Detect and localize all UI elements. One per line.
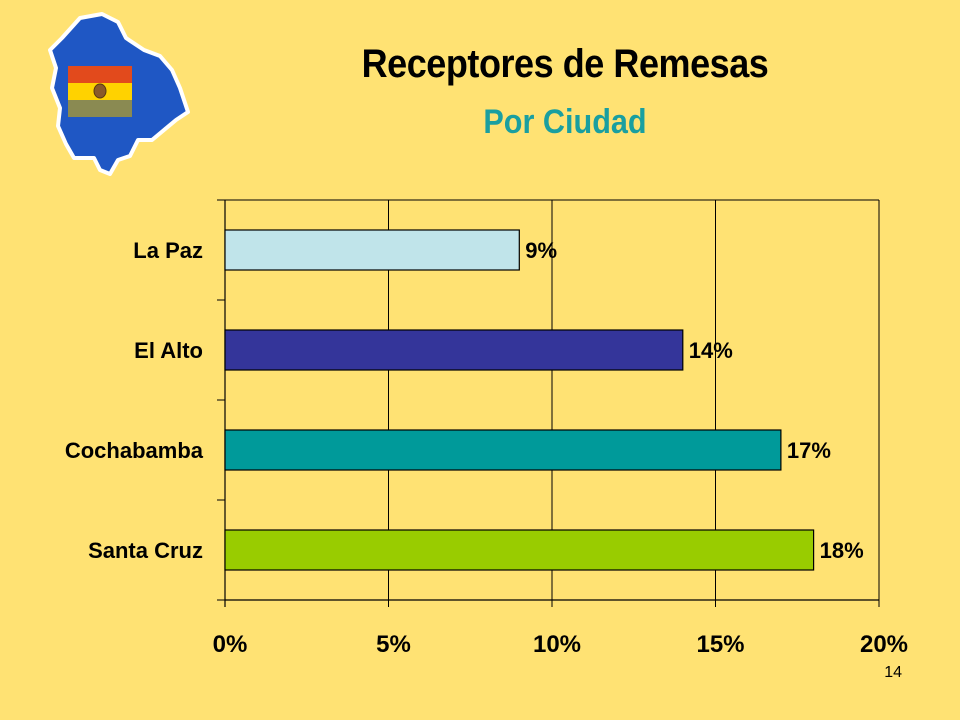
bar-cochabamba [224, 429, 782, 471]
tick-labels: 0% 5% 10% 15% 20% [213, 631, 908, 658]
slide-title: Receptores de Remesas [361, 42, 769, 86]
bolivia-map-with-flag-icon [48, 12, 190, 176]
x-tick-label: 5% [376, 631, 411, 658]
bars [224, 229, 815, 571]
category-labels: La Paz El Alto Cochabamba Santa Cruz [65, 238, 204, 563]
data-label: 17% [787, 438, 831, 463]
data-labels: 9% 14% 17% 18% [525, 238, 863, 563]
x-tick-label: 10% [533, 631, 581, 658]
page-number: 14 [884, 664, 902, 681]
coat-of-arms-icon [93, 83, 107, 99]
category-label: Cochabamba [65, 438, 204, 463]
category-label: La Paz [133, 238, 203, 263]
bar-el-alto [224, 329, 684, 371]
x-tick-label: 0% [213, 631, 248, 658]
x-tick-label: 15% [696, 631, 744, 658]
data-label: 14% [689, 338, 733, 363]
data-label: 9% [525, 238, 557, 263]
bar-santa-cruz [224, 529, 815, 571]
bolivia-flag-icon [68, 66, 132, 117]
data-label: 18% [820, 538, 864, 563]
bar-la-paz [224, 229, 520, 271]
slide-subtitle: Por Ciudad [483, 103, 647, 141]
x-tick-label: 20% [860, 631, 908, 658]
category-label: Santa Cruz [88, 538, 203, 563]
category-label: El Alto [134, 338, 203, 363]
